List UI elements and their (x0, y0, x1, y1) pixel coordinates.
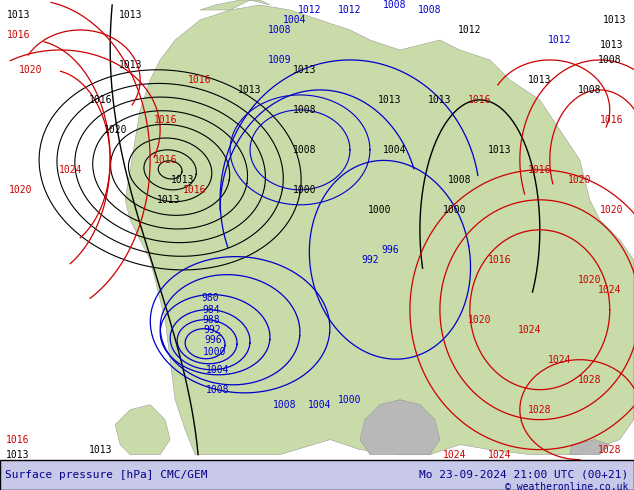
Text: 1016: 1016 (153, 155, 177, 165)
Polygon shape (360, 400, 440, 455)
Text: 1024: 1024 (58, 165, 82, 175)
Text: © weatheronline.co.uk: © weatheronline.co.uk (505, 482, 629, 490)
Text: 1008: 1008 (294, 145, 317, 155)
Text: 1028: 1028 (578, 375, 602, 385)
Text: 1013: 1013 (294, 65, 317, 75)
Text: 1008: 1008 (268, 25, 292, 35)
Text: 1013: 1013 (488, 145, 512, 155)
Text: 1020: 1020 (578, 275, 602, 285)
Text: 1020: 1020 (600, 205, 623, 215)
Text: 1013: 1013 (428, 95, 451, 105)
Text: 1028: 1028 (598, 444, 621, 455)
Text: 1009: 1009 (268, 55, 292, 65)
Text: 1013: 1013 (378, 95, 402, 105)
Text: 1008: 1008 (578, 85, 602, 95)
Polygon shape (125, 5, 634, 455)
Text: 1008: 1008 (448, 175, 472, 185)
Text: 1008: 1008 (383, 0, 406, 10)
Text: 1000: 1000 (294, 185, 317, 195)
Text: 992: 992 (204, 325, 221, 335)
Text: Surface pressure [hPa] CMC/GEM: Surface pressure [hPa] CMC/GEM (5, 469, 208, 480)
Text: 1000: 1000 (443, 205, 467, 215)
Text: 1013: 1013 (6, 450, 29, 460)
Text: 1024: 1024 (598, 285, 621, 295)
Text: 980: 980 (201, 293, 219, 303)
Text: 1016: 1016 (6, 30, 30, 40)
Text: 1020: 1020 (8, 185, 32, 195)
Text: 1013: 1013 (119, 10, 142, 20)
Text: 1013: 1013 (528, 75, 552, 85)
Text: 1013: 1013 (600, 40, 623, 50)
Polygon shape (115, 405, 170, 455)
Text: 1008: 1008 (273, 400, 297, 410)
Text: 1013: 1013 (6, 10, 30, 20)
Text: 1000: 1000 (204, 347, 227, 357)
Text: 1020: 1020 (18, 65, 42, 75)
Text: 1016: 1016 (488, 255, 512, 265)
Text: 1012: 1012 (458, 25, 482, 35)
Polygon shape (200, 0, 270, 10)
Text: 1013: 1013 (88, 444, 112, 455)
Text: 1020: 1020 (568, 175, 592, 185)
Text: 1000: 1000 (368, 205, 392, 215)
Text: 1000: 1000 (338, 394, 362, 405)
Text: 1013: 1013 (119, 60, 142, 70)
Text: 1016: 1016 (600, 115, 623, 125)
Text: 1016: 1016 (468, 95, 491, 105)
Text: 1012: 1012 (298, 5, 322, 15)
Text: 1016: 1016 (6, 435, 29, 444)
Text: 1008: 1008 (294, 105, 317, 115)
Text: 1016: 1016 (188, 75, 212, 85)
Text: 1024: 1024 (548, 355, 571, 365)
Text: 1013: 1013 (603, 15, 626, 25)
Text: 1004: 1004 (383, 145, 406, 155)
FancyBboxPatch shape (0, 460, 634, 490)
Text: 984: 984 (202, 305, 220, 315)
Text: 1013: 1013 (157, 195, 180, 205)
Text: 1016: 1016 (183, 185, 207, 195)
Polygon shape (570, 440, 610, 455)
Text: 1020: 1020 (103, 125, 127, 135)
Text: Mo 23-09-2024 21:00 UTC (00+21): Mo 23-09-2024 21:00 UTC (00+21) (420, 469, 629, 480)
Text: 1016: 1016 (88, 95, 112, 105)
Text: 1024: 1024 (443, 450, 467, 460)
Text: 1020: 1020 (468, 315, 491, 325)
Text: 1008: 1008 (206, 385, 230, 394)
Text: 1004: 1004 (206, 365, 230, 375)
Text: 1008: 1008 (598, 55, 621, 65)
Text: 1008: 1008 (418, 5, 442, 15)
Text: 1013: 1013 (171, 175, 194, 185)
Text: 996: 996 (204, 335, 222, 345)
Text: 1016: 1016 (153, 115, 177, 125)
Text: 1024: 1024 (518, 325, 541, 335)
Text: 988: 988 (202, 315, 220, 325)
Text: 1004: 1004 (308, 400, 332, 410)
Text: 1024: 1024 (488, 450, 512, 460)
Text: 1013: 1013 (238, 85, 262, 95)
Text: 996: 996 (381, 245, 399, 255)
Text: 1004: 1004 (283, 15, 307, 25)
Text: 1012: 1012 (548, 35, 571, 45)
Text: 992: 992 (361, 255, 378, 265)
Text: 1028: 1028 (528, 405, 552, 415)
Text: 1016: 1016 (528, 165, 552, 175)
Text: 1012: 1012 (338, 5, 362, 15)
